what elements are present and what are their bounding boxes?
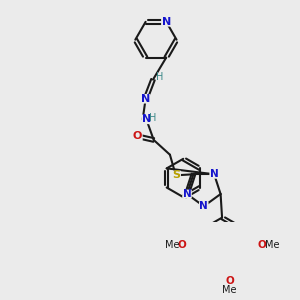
Text: O: O [178,240,187,250]
FancyBboxPatch shape [141,94,150,104]
FancyBboxPatch shape [132,131,143,141]
Text: N: N [141,94,150,104]
FancyBboxPatch shape [182,190,192,199]
Text: Me: Me [265,240,280,250]
Text: N: N [162,17,171,27]
FancyBboxPatch shape [161,17,171,27]
Text: N: N [142,114,151,124]
Text: N: N [183,189,191,199]
Text: Me: Me [222,286,237,296]
Text: N: N [200,201,208,211]
Text: Me: Me [165,240,179,250]
Text: N: N [210,169,219,179]
Text: O: O [258,240,266,250]
Text: O: O [225,276,234,286]
FancyBboxPatch shape [171,170,181,180]
Text: S: S [172,170,180,180]
FancyBboxPatch shape [199,202,208,211]
Text: O: O [133,131,142,141]
FancyBboxPatch shape [209,170,219,179]
FancyBboxPatch shape [142,115,151,124]
Text: H: H [156,72,163,82]
Text: H: H [149,113,157,123]
